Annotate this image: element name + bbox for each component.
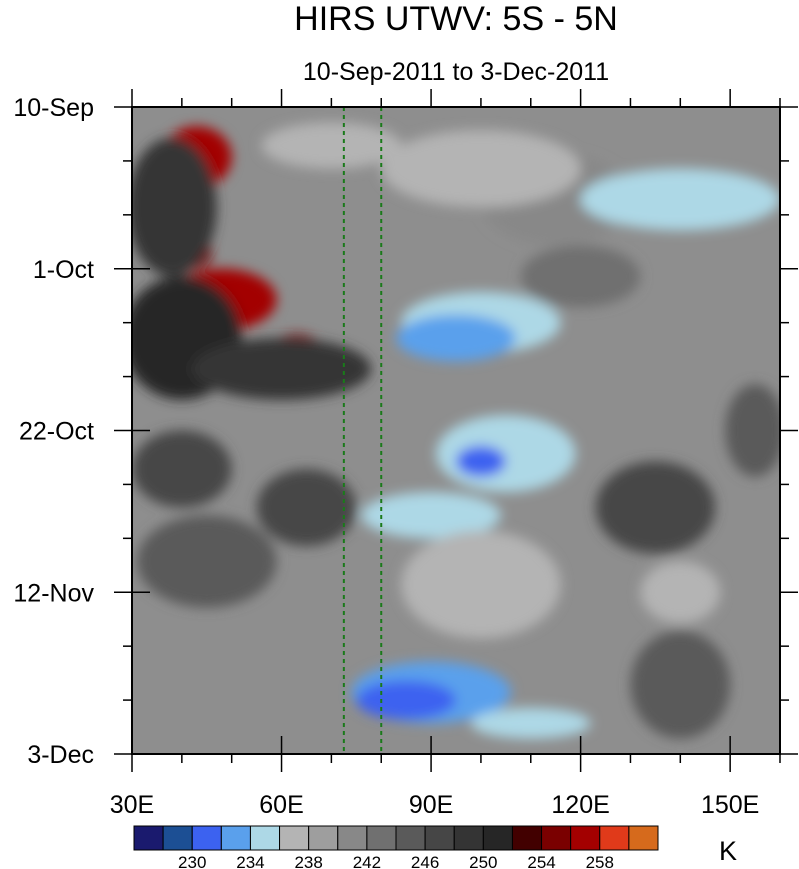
- colorbar-box: [570, 825, 601, 851]
- colorbar-label: 246: [411, 853, 439, 869]
- colorbar-box: [366, 825, 397, 851]
- heatmap-cell-25: [356, 680, 456, 720]
- heatmap-cell-5: [132, 137, 217, 277]
- heatmap-cell-23: [401, 530, 561, 639]
- colorbar-box: [249, 825, 281, 851]
- colorbar-box: [395, 825, 426, 851]
- colorbar-box: [541, 825, 572, 851]
- colorbar-label: 258: [586, 853, 614, 869]
- heatmap-cell-16: [381, 130, 581, 208]
- heatmap-cell-11: [595, 461, 716, 554]
- colorbar-label: 242: [353, 853, 381, 869]
- colorbar: 230 234 238 242 246 250 254 258: [133, 825, 659, 869]
- x-tick-label: 150E: [701, 791, 759, 819]
- heatmap-cell-21: [456, 445, 506, 477]
- heatmap-cell-6: [191, 338, 372, 400]
- y-axis: 10-Sep 1-Oct 22-Oct 12-Nov 3-Dec: [13, 94, 798, 769]
- heatmap-cell-26: [470, 707, 591, 739]
- colorbar-box: [482, 825, 513, 851]
- colorbar-box: [191, 825, 222, 851]
- heatmap-cell-12: [630, 630, 731, 739]
- colorbar-box: [424, 825, 455, 851]
- y-tick-label: 1-Oct: [33, 256, 94, 284]
- heatmap-cell-8: [136, 515, 277, 608]
- y-tick-label: 3-Dec: [27, 741, 94, 769]
- heatmap-field: [132, 107, 780, 754]
- colorbar-box: [599, 825, 630, 851]
- heatmap-cell-20: [436, 415, 576, 493]
- heatmap-features: [132, 122, 780, 739]
- heatmap-cell-27: [640, 561, 721, 624]
- colorbar-label: 234: [236, 853, 264, 869]
- colorbar-box: [453, 825, 484, 851]
- x-tick-label: 30E: [110, 791, 154, 819]
- heatmap-cell-13: [520, 245, 641, 308]
- heatmap-cell-19: [396, 314, 516, 362]
- x-tick-label: 90E: [409, 791, 453, 819]
- reference-lines: [342, 107, 383, 754]
- colorbar-label: 238: [294, 853, 322, 869]
- colorbar-box: [628, 825, 659, 851]
- colorbar-box: [308, 825, 339, 851]
- colorbar-box: [220, 825, 251, 851]
- colorbar-box: [133, 825, 164, 851]
- colorbar-box: [162, 825, 193, 851]
- heatmap-cell-7: [132, 430, 232, 508]
- colorbar-box: [511, 825, 543, 851]
- y-tick-label: 22-Oct: [19, 418, 94, 446]
- heatmap-cell-10: [725, 384, 780, 477]
- x-axis: 30E 60E 90E 120E 150E: [110, 89, 781, 819]
- x-tick-label: 120E: [551, 791, 609, 819]
- heatmap-cell-15: [261, 122, 402, 169]
- y-tick-label: 12-Nov: [13, 579, 94, 607]
- y-tick-label: 10-Sep: [13, 94, 94, 122]
- colorbar-units: K: [719, 836, 737, 866]
- heatmap-cell-22: [361, 492, 501, 539]
- chart-subtitle: 10-Sep-2011 to 3-Dec-2011: [303, 58, 609, 86]
- heatmap-cell-17: [580, 168, 780, 231]
- colorbar-box: [279, 825, 310, 851]
- colorbar-label: 250: [469, 853, 497, 869]
- colorbar-label: 230: [178, 853, 206, 869]
- colorbar-label: 254: [527, 853, 555, 869]
- heatmap-cell-9: [256, 469, 357, 547]
- x-tick-label: 60E: [259, 791, 303, 819]
- colorbar-box: [337, 825, 368, 851]
- chart-title: HIRS UTWV: 5S - 5N: [294, 0, 618, 38]
